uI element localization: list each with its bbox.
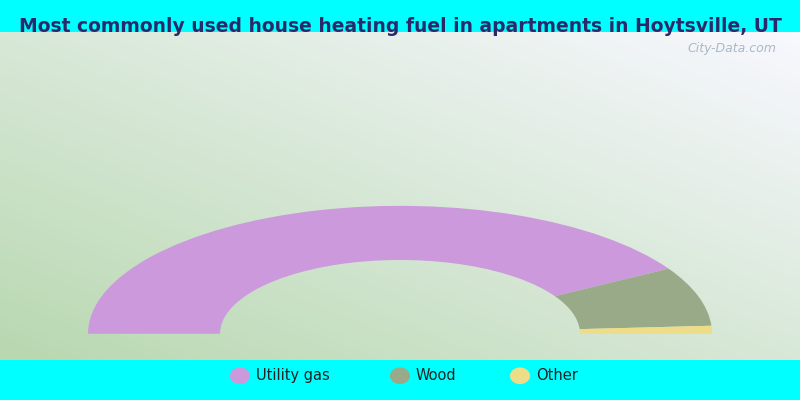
Text: City-Data.com: City-Data.com xyxy=(687,42,776,55)
Ellipse shape xyxy=(230,368,250,384)
Wedge shape xyxy=(555,269,711,329)
Text: Most commonly used house heating fuel in apartments in Hoytsville, UT: Most commonly used house heating fuel in… xyxy=(18,17,782,36)
Wedge shape xyxy=(580,326,712,334)
Text: Wood: Wood xyxy=(416,368,457,383)
Wedge shape xyxy=(88,206,669,334)
Text: Utility gas: Utility gas xyxy=(256,368,330,383)
Text: Other: Other xyxy=(536,368,578,383)
Ellipse shape xyxy=(510,368,530,384)
Ellipse shape xyxy=(390,368,410,384)
